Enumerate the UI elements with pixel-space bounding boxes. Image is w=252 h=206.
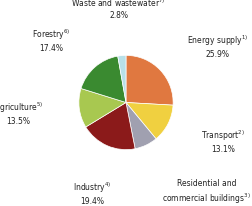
Text: Forestry$^{6)}$
17.4%: Forestry$^{6)}$ 17.4%: [32, 28, 71, 53]
Wedge shape: [126, 103, 173, 139]
Text: Industry$^{4)}$
19.4%: Industry$^{4)}$ 19.4%: [73, 179, 111, 205]
Wedge shape: [86, 103, 135, 150]
Wedge shape: [126, 56, 173, 106]
Wedge shape: [79, 89, 126, 127]
Text: Agriculture$^{5)}$
13.5%: Agriculture$^{5)}$ 13.5%: [0, 101, 43, 126]
Wedge shape: [81, 57, 126, 103]
Wedge shape: [118, 56, 126, 103]
Text: Energy supply$^{1)}$
25.9%: Energy supply$^{1)}$ 25.9%: [187, 33, 248, 59]
Wedge shape: [126, 103, 156, 149]
Text: Waste and wastewater$^{7)}$
2.8%: Waste and wastewater$^{7)}$ 2.8%: [71, 0, 166, 20]
Text: Transport$^{2)}$
13.1%: Transport$^{2)}$ 13.1%: [201, 128, 245, 153]
Text: Residential and
commercial buildings$^{3)}$
7.9%: Residential and commercial buildings$^{3…: [162, 178, 250, 206]
